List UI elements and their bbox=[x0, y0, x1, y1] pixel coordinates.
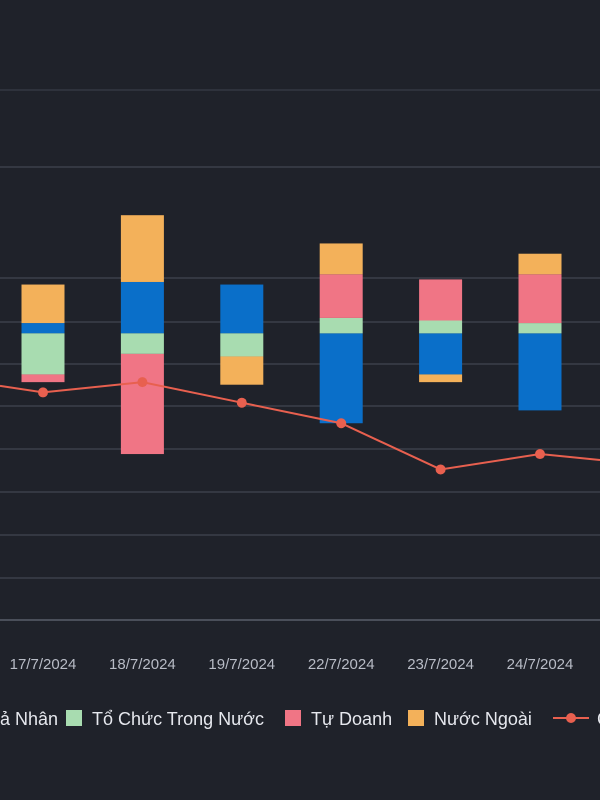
x-tick-label: 17/7/2024 bbox=[10, 656, 77, 673]
bar-segment[interactable] bbox=[319, 317, 363, 334]
bar-segment[interactable] bbox=[419, 279, 463, 321]
x-tick-label: 23/7/2024 bbox=[407, 656, 474, 673]
legend-swatch bbox=[66, 710, 82, 726]
line-series bbox=[0, 377, 600, 475]
legend-line-marker bbox=[566, 713, 576, 723]
legend-swatch bbox=[408, 710, 424, 726]
bar-segment[interactable] bbox=[21, 333, 65, 375]
bars bbox=[21, 215, 562, 455]
x-tick-label: 22/7/2024 bbox=[308, 656, 375, 673]
line-point[interactable] bbox=[336, 418, 347, 429]
line-series-path bbox=[0, 381, 600, 471]
legend-label[interactable]: Nước Ngoài bbox=[434, 709, 532, 729]
x-tick-label: 18/7/2024 bbox=[109, 656, 176, 673]
bar-segment[interactable] bbox=[120, 215, 164, 282]
bar-segment[interactable] bbox=[220, 333, 264, 357]
bar-segment[interactable] bbox=[220, 356, 264, 385]
bar-segment[interactable] bbox=[21, 323, 65, 334]
bar-segment[interactable] bbox=[120, 333, 164, 354]
bar-segment[interactable] bbox=[120, 353, 164, 455]
bar-segment[interactable] bbox=[319, 243, 363, 275]
x-tick-label: 24/7/2024 bbox=[507, 656, 574, 673]
legend-label[interactable]: Tự Doanh bbox=[311, 709, 392, 729]
bar-segment[interactable] bbox=[518, 274, 562, 324]
bar-segment[interactable] bbox=[21, 374, 65, 383]
line-point[interactable] bbox=[38, 387, 48, 398]
bar-segment[interactable] bbox=[220, 284, 264, 334]
bar-segment[interactable] bbox=[419, 374, 463, 383]
legend-label[interactable]: Tổ Chức Trong Nước bbox=[92, 709, 264, 729]
legend-swatch bbox=[285, 710, 301, 726]
bar-segment[interactable] bbox=[21, 284, 65, 324]
bar-segment[interactable] bbox=[518, 323, 562, 334]
line-point[interactable] bbox=[236, 397, 247, 408]
bar-segment[interactable] bbox=[419, 320, 463, 334]
x-axis-ticks: 17/7/2024 18/7/2024 19/7/2024 22/7/2024 23/7… bbox=[10, 656, 574, 673]
line-point[interactable] bbox=[535, 449, 545, 460]
legend-label[interactable]: C bbox=[597, 709, 600, 729]
legend: ả Nhân Tổ Chức Trong Nước Tự Doanh Nước Ngo… bbox=[0, 709, 600, 729]
legend-label[interactable]: ả Nhân bbox=[0, 709, 58, 729]
x-tick-label: 19/7/2024 bbox=[208, 656, 275, 673]
bar-segment[interactable] bbox=[419, 333, 463, 375]
bar-segment[interactable] bbox=[518, 253, 562, 275]
line-point[interactable] bbox=[435, 464, 446, 475]
line-point[interactable] bbox=[137, 377, 148, 388]
bar-segment[interactable] bbox=[518, 333, 562, 411]
bar-segment[interactable] bbox=[319, 333, 363, 424]
grid bbox=[0, 89, 600, 621]
bar-segment[interactable] bbox=[319, 274, 363, 318]
bar-segment[interactable] bbox=[120, 281, 164, 334]
